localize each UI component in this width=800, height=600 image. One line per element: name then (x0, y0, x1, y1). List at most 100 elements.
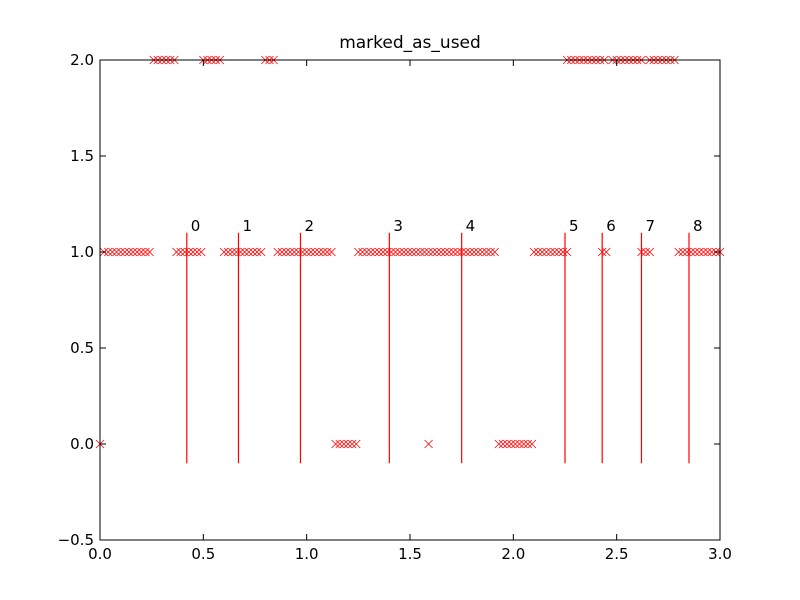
data-point-y1-65 (444, 247, 454, 257)
data-point-y1-82 (550, 247, 559, 257)
data-point-y1-74 (482, 247, 491, 257)
data-point-y0-1 (331, 439, 340, 449)
data-point-y1-20 (223, 247, 233, 257)
data-point-y0-10 (502, 439, 512, 449)
marker-label-8: 8 (693, 217, 703, 235)
y-tick-label: 1.0 (70, 243, 94, 261)
data-point-y1-92 (678, 247, 688, 257)
data-point-y1-5 (120, 247, 130, 257)
marker-label-3: 3 (393, 217, 403, 235)
data-point-y1-4 (116, 247, 125, 257)
data-point-y1-98 (703, 247, 712, 257)
data-point-y0-3 (339, 439, 349, 449)
data-point-y1-76 (490, 247, 500, 257)
data-point-y0-11 (506, 439, 516, 449)
data-point-y1-18 (196, 247, 206, 257)
data-point-y0-4 (343, 439, 353, 449)
data-point-y1-90 (645, 247, 655, 257)
marker-label-7: 7 (645, 217, 655, 235)
data-point-y1-23 (236, 247, 245, 257)
data-point-y1-21 (227, 247, 237, 257)
data-point-y1-39 (314, 247, 324, 257)
data-point-y1-14 (180, 247, 190, 257)
data-point-y1-34 (294, 247, 303, 257)
data-point-y1-33 (289, 247, 299, 257)
x-tick-label: 0.5 (191, 545, 215, 563)
data-point-y1-31 (281, 247, 291, 257)
data-point-y1-46 (366, 247, 376, 257)
data-point-y1-42 (327, 247, 336, 257)
x-tick-label: 0.0 (88, 545, 112, 563)
data-point-y1-13 (176, 247, 185, 257)
data-point-y1-44 (358, 247, 367, 257)
data-point-y0-9 (498, 439, 508, 449)
data-point-y1-89 (641, 247, 650, 257)
data-point-y1-52 (391, 247, 400, 257)
y-tick-label: 0.5 (70, 339, 94, 357)
data-point-y1-55 (403, 247, 413, 257)
data-point-y1-68 (457, 247, 466, 257)
data-point-y1-27 (252, 247, 262, 257)
data-point-y1-67 (453, 247, 462, 257)
data-points (95, 55, 725, 449)
data-point-y0-12 (511, 439, 520, 449)
y-tick-label: 1.5 (70, 147, 94, 165)
data-point-y0-15 (523, 439, 533, 449)
data-point-y1-11 (145, 247, 154, 257)
data-point-y1-72 (473, 247, 483, 257)
data-point-y0-2 (335, 439, 345, 449)
data-point-y1-57 (411, 247, 421, 257)
data-point-y1-99 (707, 247, 717, 257)
marker-label-2: 2 (304, 217, 314, 235)
data-point-y1-16 (188, 247, 198, 257)
data-point-y1-64 (440, 247, 450, 257)
marker-label-0: 0 (191, 217, 201, 235)
data-point-y1-53 (395, 247, 404, 257)
vertical-markers: 0 1 2 3 4 5 6 7 8 (186, 217, 703, 464)
data-point-y1-26 (248, 247, 258, 257)
data-point-y1-6 (124, 247, 134, 257)
x-tick-label: 1.0 (295, 545, 319, 563)
data-point-y1-84 (558, 247, 568, 257)
data-point-y1-47 (370, 247, 380, 257)
data-point-y1-79 (537, 247, 547, 257)
data-point-y1-93 (682, 247, 692, 257)
data-point-y1-97 (699, 247, 708, 257)
data-point-y0-16 (527, 439, 537, 449)
data-point-y1-78 (533, 247, 543, 257)
data-point-y1-7 (128, 247, 138, 257)
data-point-y1-12 (172, 247, 181, 257)
data-point-y1-51 (387, 247, 396, 257)
data-point-y1-63 (436, 247, 446, 257)
data-point-y1-69 (461, 247, 471, 257)
data-point-y1-40 (318, 247, 328, 257)
data-point-y1-58 (416, 247, 425, 257)
data-point-y1-1 (103, 247, 113, 257)
data-point-y1-75 (486, 247, 495, 257)
data-point-y1-19 (219, 247, 229, 257)
data-point-y1-45 (362, 247, 371, 257)
marker-label-5: 5 (569, 217, 579, 235)
marker-label-4: 4 (466, 217, 476, 235)
data-point-y1-85 (562, 247, 572, 257)
data-point-y1-88 (637, 247, 646, 257)
data-point-y1-56 (407, 247, 417, 257)
data-point-y1-17 (192, 247, 202, 257)
data-point-y1-48 (374, 247, 384, 257)
data-point-y1-73 (478, 247, 487, 257)
data-point-y1-9 (137, 247, 146, 257)
data-point-y0-6 (351, 439, 361, 449)
data-point-y1-3 (112, 247, 121, 257)
marker-label-1: 1 (242, 217, 252, 235)
data-point-y1-24 (240, 247, 249, 257)
y-tick-label: 2.0 (70, 51, 94, 69)
y-tick-label: −0.5 (58, 531, 94, 549)
data-point-y1-87 (602, 247, 611, 257)
data-point-y1-59 (420, 247, 429, 257)
axis-ticks: 0.0 0.5 1.0 1.5 2.0 2.5 3.0−0.50.00.51.01.52.0 (58, 51, 732, 563)
data-point-y1-70 (465, 247, 475, 257)
data-point-y0-14 (519, 439, 528, 449)
data-point-y1-38 (310, 247, 320, 257)
data-point-y1-49 (378, 247, 388, 257)
